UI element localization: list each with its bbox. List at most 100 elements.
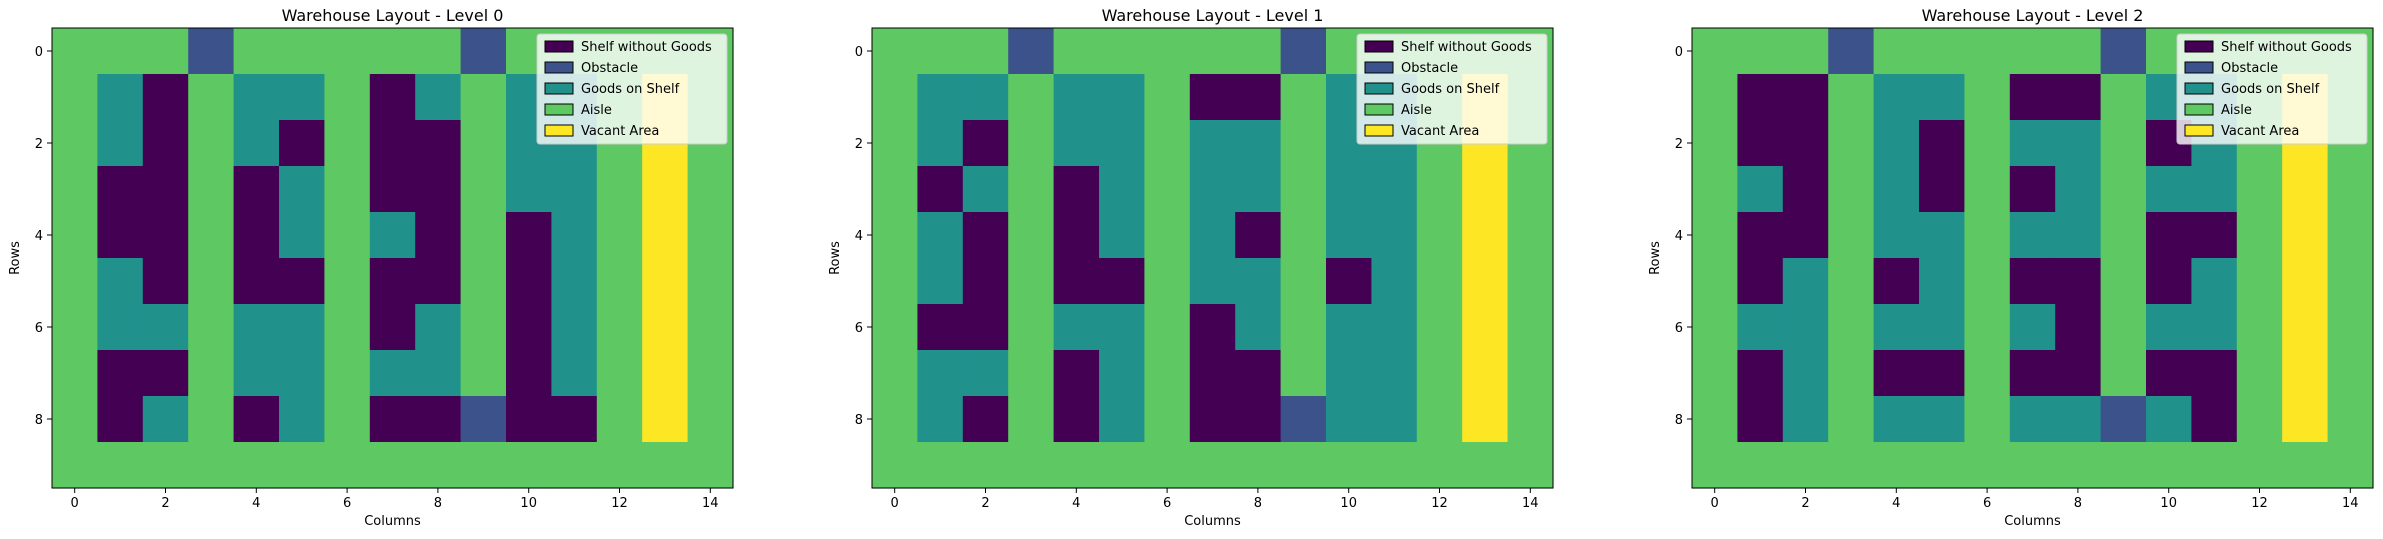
heatmap-cell bbox=[1782, 74, 1829, 121]
heatmap-cell bbox=[233, 258, 280, 305]
heatmap-cell bbox=[324, 396, 371, 443]
heatmap-cell bbox=[1873, 350, 1920, 397]
heatmap-cell bbox=[1099, 304, 1145, 351]
heatmap-cell bbox=[506, 396, 552, 443]
heatmap-cell bbox=[279, 304, 325, 351]
heatmap-cell bbox=[1053, 120, 1100, 167]
heatmap-cell bbox=[1416, 350, 1463, 397]
heatmap-cell bbox=[1371, 258, 1418, 305]
heatmap-cell bbox=[1873, 258, 1920, 305]
heatmap-cell bbox=[1828, 304, 1875, 351]
legend-swatch bbox=[1364, 103, 1394, 116]
heatmap-cell bbox=[1053, 212, 1100, 259]
legend-swatch bbox=[2184, 82, 2214, 95]
x-tick-label: 10 bbox=[1340, 496, 1357, 511]
x-tick-label: 8 bbox=[2074, 496, 2082, 511]
y-tick-label: 6 bbox=[855, 321, 863, 336]
legend-label: Goods on Shelf bbox=[581, 82, 680, 97]
heatmap-cell bbox=[917, 120, 964, 167]
heatmap-cell bbox=[1507, 212, 1554, 259]
y-tick-label: 4 bbox=[35, 229, 43, 244]
heatmap-cell bbox=[2100, 258, 2147, 305]
heatmap-cell bbox=[1053, 74, 1100, 121]
heatmap-cell bbox=[1692, 350, 1738, 397]
heatmap-cell bbox=[1692, 258, 1738, 305]
heatmap-cell bbox=[415, 396, 462, 443]
heatmap-cell bbox=[1189, 442, 1236, 489]
heatmap-cell bbox=[596, 212, 643, 259]
heatmap-cell bbox=[2055, 442, 2102, 489]
x-tick-label: 0 bbox=[891, 496, 899, 511]
heatmap-cell bbox=[1144, 350, 1191, 397]
heatmap-cell bbox=[233, 212, 280, 259]
heatmap-cell bbox=[2191, 212, 2238, 259]
heatmap-cell bbox=[2100, 74, 2147, 121]
heatmap-cell bbox=[1782, 120, 1829, 167]
chart-panel-level-2: 0 2 4 6 8 10 12 14 0 2 4 6 8 Warehouse Layout - Level… bbox=[1640, 0, 2383, 539]
x-tick-label: 0 bbox=[71, 496, 79, 511]
heatmap-cell bbox=[687, 258, 734, 305]
legend: Shelf without Goods Obstacle Goods on Shel… bbox=[536, 33, 728, 145]
heatmap-cell bbox=[369, 212, 416, 259]
heatmap-cell bbox=[188, 442, 235, 489]
heatmap-cell bbox=[1737, 212, 1784, 259]
heatmap-cell bbox=[1964, 442, 2011, 489]
heatmap-cell bbox=[1828, 120, 1875, 167]
heatmap-cell bbox=[188, 28, 235, 75]
legend-box bbox=[536, 33, 728, 145]
heatmap-cell bbox=[2327, 258, 2374, 305]
heatmap-cell bbox=[2100, 212, 2147, 259]
y-tick-label: 2 bbox=[855, 137, 863, 152]
legend-swatch bbox=[544, 82, 574, 95]
heatmap-cell bbox=[1371, 166, 1418, 213]
heatmap-cell bbox=[917, 304, 964, 351]
plot-frame bbox=[871, 27, 1554, 489]
heatmap-cell bbox=[97, 442, 144, 489]
heatmap-cell bbox=[1873, 74, 1920, 121]
heatmap-cell bbox=[1189, 166, 1236, 213]
heatmap-cell bbox=[1462, 396, 1509, 443]
heatmap-cell bbox=[962, 28, 1009, 75]
heatmap-cell bbox=[962, 258, 1009, 305]
x-tick-label: 6 bbox=[343, 496, 351, 511]
heatmap-cell bbox=[1008, 396, 1055, 443]
heatmap-cell bbox=[2191, 396, 2238, 443]
legend-label: Vacant Area bbox=[581, 124, 659, 139]
heatmap-cell bbox=[460, 350, 507, 397]
heatmap-cell bbox=[917, 396, 964, 443]
heatmap-cell bbox=[2009, 120, 2056, 167]
heatmap-cell bbox=[1692, 28, 1738, 75]
heatmap-cell bbox=[1144, 396, 1191, 443]
heatmap-cell bbox=[52, 350, 98, 397]
heatmap-cell bbox=[2327, 350, 2374, 397]
legend-swatch bbox=[1364, 82, 1394, 95]
heatmap-cell bbox=[506, 166, 552, 213]
heatmap-cell bbox=[142, 166, 189, 213]
legend-label: Goods on Shelf bbox=[1401, 82, 1500, 97]
heatmap-cell bbox=[2009, 258, 2056, 305]
heatmap-cell bbox=[188, 304, 235, 351]
heatmap-cell bbox=[1737, 166, 1784, 213]
heatmap-cell bbox=[1280, 166, 1327, 213]
heatmap-cell bbox=[2191, 166, 2238, 213]
heatmap-cell bbox=[1737, 74, 1784, 121]
heatmap-cell bbox=[1053, 258, 1100, 305]
heatmap-cell bbox=[917, 166, 964, 213]
y-tick-label: 8 bbox=[855, 413, 863, 428]
heatmap-cell bbox=[52, 74, 98, 121]
heatmap-cell bbox=[1235, 396, 1282, 443]
heatmap-cell bbox=[642, 166, 689, 213]
heatmap-cell bbox=[551, 396, 598, 443]
heatmap-cell bbox=[1782, 396, 1829, 443]
heatmap-cell bbox=[1782, 442, 1829, 489]
heatmap-cell bbox=[52, 120, 98, 167]
x-tick-label: 8 bbox=[1254, 496, 1262, 511]
heatmap-cell bbox=[97, 212, 144, 259]
heatmap-chart: 0 2 4 6 8 10 12 14 0 2 4 6 8 Warehouse Layout - Level… bbox=[828, 6, 1554, 529]
heatmap-cell bbox=[1919, 304, 1965, 351]
heatmap-cell bbox=[1235, 212, 1282, 259]
heatmap-cell bbox=[2282, 396, 2329, 443]
heatmap-cell bbox=[1189, 120, 1236, 167]
heatmap-cell bbox=[2236, 212, 2283, 259]
heatmap-chart: 0 2 4 6 8 10 12 14 0 2 4 6 8 Warehouse Layout - Level… bbox=[8, 6, 734, 529]
